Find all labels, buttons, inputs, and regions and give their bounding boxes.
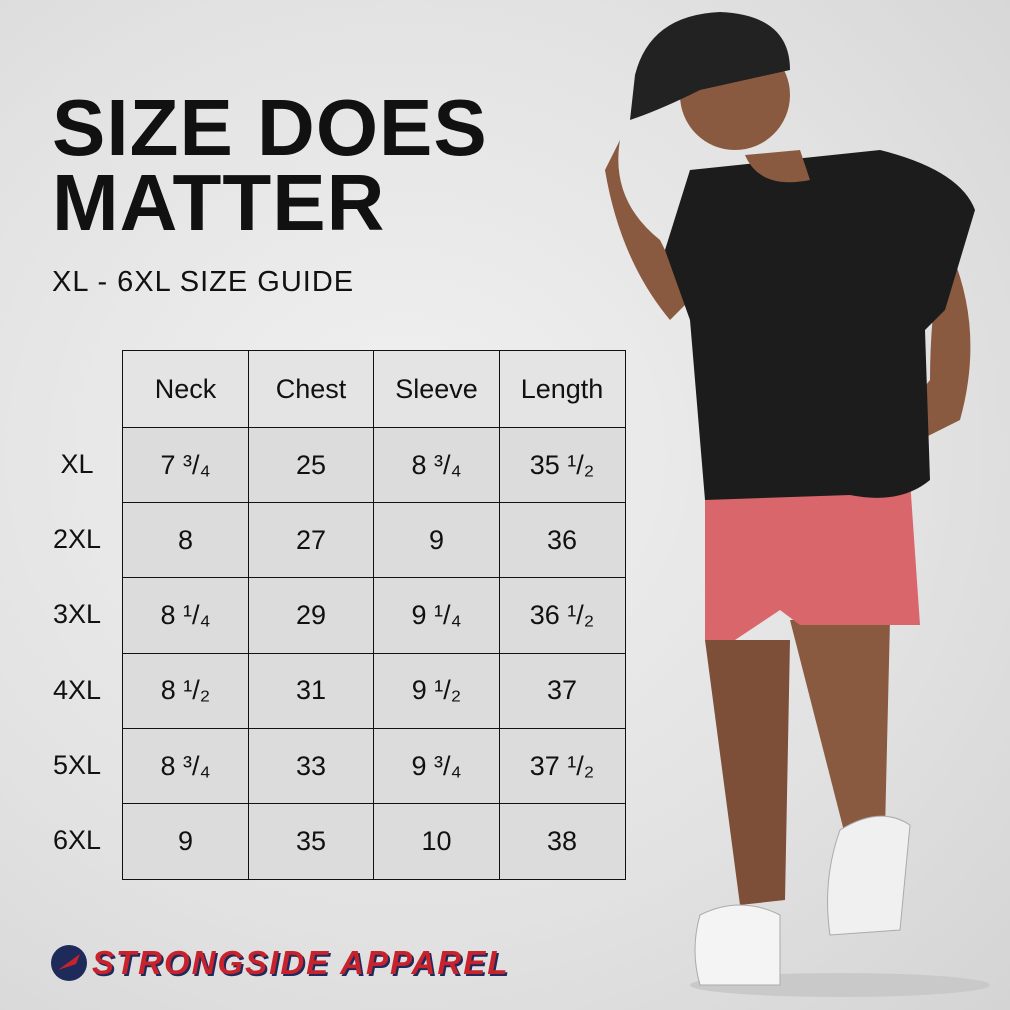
size-label: 4XL: [52, 674, 102, 705]
table-cell: 8 ¹/₄: [122, 577, 249, 655]
size-label: 5XL: [52, 749, 102, 780]
table-cell: 31: [247, 652, 375, 730]
table-cell: 9: [373, 502, 500, 579]
title: MATTER: [52, 158, 386, 247]
table-cell: 9 ³/₄: [373, 727, 500, 805]
column-header: Neck: [122, 350, 249, 429]
brand-icon: [51, 945, 87, 981]
size-label: 2XL: [52, 524, 102, 555]
table-cell: 9 ¹/₂: [373, 652, 500, 730]
table-cell: 8 ¹/₂: [122, 652, 249, 730]
table-cell: 33: [247, 727, 375, 805]
table-cell: 7 ³/₄: [122, 427, 249, 504]
size-label: 6XL: [52, 825, 102, 855]
table-cell: 37 ¹/₂: [498, 727, 626, 805]
table-cell: 8 ³/₄: [122, 727, 249, 805]
table-cell: 9: [122, 803, 249, 880]
table-cell: 36: [498, 502, 626, 579]
column-header: Length: [498, 350, 626, 429]
column-header: Sleeve: [373, 350, 500, 429]
table-cell: 10: [373, 803, 500, 880]
column-header: Chest: [247, 350, 375, 429]
brand-name: STRONGSIDE APPAREL: [92, 944, 510, 981]
table-cell: 27: [247, 502, 375, 579]
size-label: 3XL: [52, 599, 102, 630]
title: SIZE DOES: [52, 83, 488, 172]
table-cell: 38: [498, 803, 626, 880]
table-cell: 35 ¹/₂: [498, 427, 626, 504]
table-cell: 36 ¹/₂: [498, 577, 626, 655]
table-cell: 8: [122, 502, 249, 579]
table-cell: 25: [247, 427, 375, 504]
table-cell: 9 ¹/₄: [373, 577, 500, 655]
size-label: XL: [60, 449, 94, 479]
table-cell: 37: [498, 652, 626, 730]
table-cell: 29: [247, 577, 375, 655]
table-cell: 35: [247, 803, 375, 880]
table-cell: 8 ³/₄: [373, 427, 500, 504]
subtitle: XL - 6XL SIZE GUIDE: [52, 266, 355, 298]
